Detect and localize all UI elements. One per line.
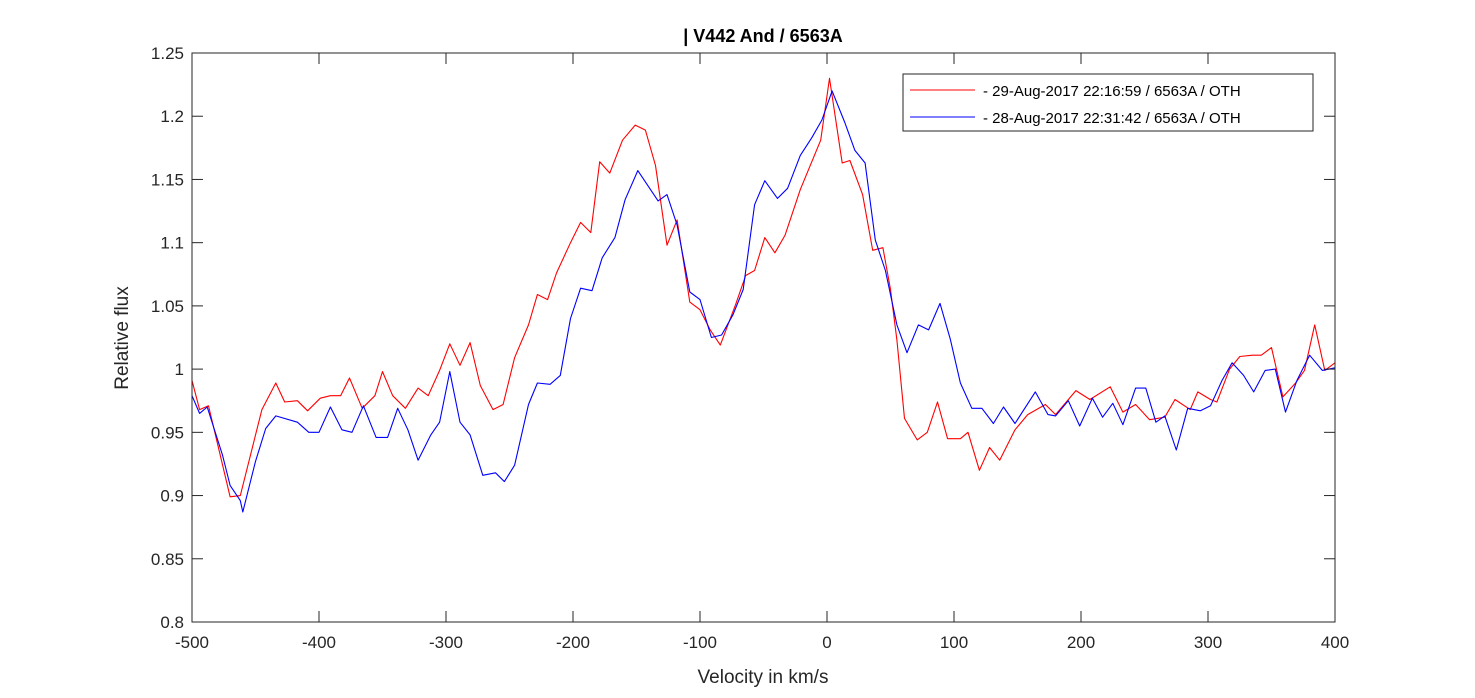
y-tick-label: 1 bbox=[175, 360, 184, 379]
y-tick-label: 1.15 bbox=[151, 170, 184, 189]
y-tick-label: 0.95 bbox=[151, 423, 184, 442]
y-tick-label: 0.85 bbox=[151, 550, 184, 569]
x-tick-label: 200 bbox=[1067, 633, 1095, 652]
x-tick-label: -400 bbox=[302, 633, 336, 652]
x-tick-label: 100 bbox=[940, 633, 968, 652]
plot-area bbox=[191, 77, 1336, 513]
y-tick-label: 1.05 bbox=[151, 297, 184, 316]
y-tick-label: 1.1 bbox=[160, 234, 184, 253]
legend-entry-red: - 29-Aug-2017 22:16:59 / 6563A / OTH bbox=[983, 83, 1241, 100]
x-tick-label: 300 bbox=[1194, 633, 1222, 652]
series-line-29-aug bbox=[191, 77, 1336, 498]
y-axis: 0.8 0.85 0.9 0.95 1 1.05 1.1 1.15 1.2 1.25 bbox=[151, 44, 1335, 632]
x-tick-label: -200 bbox=[556, 633, 590, 652]
y-tick-label: 1.2 bbox=[160, 107, 184, 126]
x-tick-label: -100 bbox=[683, 633, 717, 652]
legend: - 29-Aug-2017 22:16:59 / 6563A / OTH - 2… bbox=[902, 73, 1314, 132]
x-tick-label: 400 bbox=[1321, 633, 1349, 652]
y-axis-label: Relative flux bbox=[112, 286, 133, 390]
legend-box bbox=[902, 73, 1314, 132]
x-tick-label: 0 bbox=[822, 633, 831, 652]
y-tick-label: 1.25 bbox=[151, 44, 184, 63]
x-tick-label: -300 bbox=[429, 633, 463, 652]
series-line-28-aug bbox=[191, 90, 1336, 513]
y-tick-label: 0.8 bbox=[160, 613, 184, 632]
x-axis: -500 -400 -300 -200 -100 0 100 200 300 400 bbox=[175, 53, 1349, 652]
legend-entry-blue: - 28-Aug-2017 22:31:42 / 6563A / OTH bbox=[983, 110, 1241, 127]
x-axis-label: Velocity in km/s bbox=[698, 667, 829, 688]
y-tick-label: 0.9 bbox=[160, 487, 184, 506]
chart-title: | V442 And / 6563A bbox=[683, 26, 842, 46]
axes-box bbox=[191, 52, 1336, 623]
x-tick-label: -500 bbox=[175, 633, 209, 652]
